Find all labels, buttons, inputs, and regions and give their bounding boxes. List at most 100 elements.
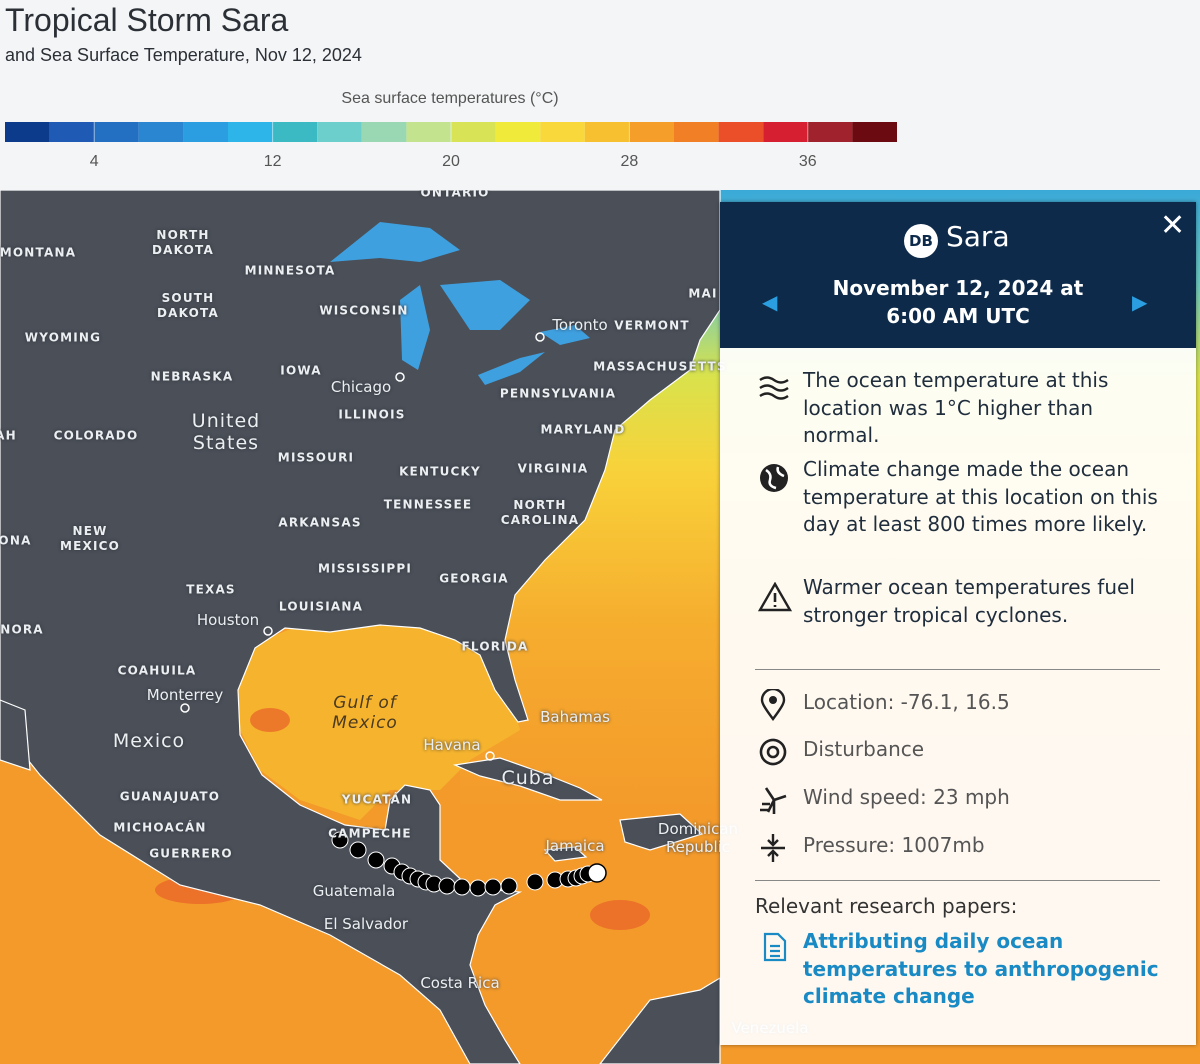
track-point xyxy=(331,831,349,849)
color-swatch xyxy=(852,122,897,142)
prev-button[interactable]: ◀ xyxy=(762,290,778,314)
map-label: COLORADO xyxy=(53,428,139,443)
storm-panel: DB Sara ◀ November 12, 2024 at 6:00 AM U… xyxy=(720,202,1196,1045)
map-label: El Salvador xyxy=(323,915,409,933)
map-label: Havana xyxy=(423,736,481,754)
map-label: VIRGINIA xyxy=(517,461,589,476)
map-label: MONTANA xyxy=(0,245,77,260)
map-label: MINNESOTA xyxy=(244,263,336,278)
tick-label: 20 xyxy=(442,153,460,170)
globe-icon xyxy=(760,464,788,492)
map-label: Houston xyxy=(196,611,260,629)
storm-name: Sara xyxy=(946,220,1010,253)
panel-header: DB Sara ◀ November 12, 2024 at 6:00 AM U… xyxy=(720,202,1196,348)
detail: Pressure: 1007mb xyxy=(803,833,985,857)
map-label: KENTUCKY xyxy=(399,464,481,479)
waves-icon xyxy=(759,376,789,400)
color-swatch xyxy=(763,122,808,142)
color-swatch xyxy=(495,122,541,142)
city-dot xyxy=(535,332,545,342)
city-dot xyxy=(180,703,190,713)
track-point xyxy=(438,877,456,895)
title: Tropical Storm Sara xyxy=(5,2,289,38)
map-label: MARYLAND xyxy=(540,422,626,437)
color-swatch xyxy=(674,122,719,142)
map-label: GUERRERO xyxy=(149,846,233,861)
track-point xyxy=(484,878,502,896)
tick-label: 28 xyxy=(621,153,639,170)
map-label: ONTARIO xyxy=(420,190,490,200)
tick-label: 12 xyxy=(264,153,282,170)
fact: The ocean temperature at this location w… xyxy=(803,368,1109,447)
map-label: CAMPECHE xyxy=(328,826,412,841)
map-label: COAHUILA xyxy=(117,663,197,678)
track-point-current xyxy=(587,863,607,883)
gulf xyxy=(235,620,520,820)
track-point xyxy=(453,878,471,896)
map-label: FLORIDA xyxy=(461,639,529,654)
map-label: IOWA xyxy=(280,363,322,378)
map-label: LOUISIANA xyxy=(278,599,364,614)
detail: Disturbance xyxy=(803,737,925,761)
detail: Location: -76.1, 16.5 xyxy=(803,690,1010,714)
map-label: ILLINOIS xyxy=(338,407,406,422)
map-label: ARKANSAS xyxy=(278,515,362,530)
map-label: YUCATÁN xyxy=(341,792,413,807)
map-label: SOUTH DAKOTA xyxy=(157,291,219,320)
map-label: Guatemala xyxy=(312,882,396,900)
map-label: NEW MEXICO xyxy=(59,524,121,553)
map-label: WYOMING xyxy=(24,330,102,345)
legend: Sea surface temperatures (°C) 4 12 20 28 36 xyxy=(5,90,897,170)
map-label: WISCONSIN xyxy=(319,303,409,318)
map-label: Bahamas xyxy=(540,708,610,726)
map-label: TENNESSEE xyxy=(383,497,473,512)
tick-label: 4 xyxy=(90,153,99,170)
map-label: MISSOURI xyxy=(277,450,355,465)
map-label: AH xyxy=(0,428,17,443)
track-point xyxy=(500,877,518,895)
map-label: NORTH DAKOTA xyxy=(152,228,214,257)
map-label: Gulf of Mexico xyxy=(332,693,398,733)
color-swatch xyxy=(317,122,362,142)
map-label: NEBRASKA xyxy=(150,369,234,384)
map-label: MASSACHUSETTS xyxy=(593,359,727,374)
track-point xyxy=(469,879,487,897)
color-swatch xyxy=(272,122,318,142)
badge: DB xyxy=(904,224,938,258)
map-label: Costa Rica xyxy=(420,974,500,992)
warning-icon xyxy=(758,582,792,612)
color-swatch xyxy=(807,122,853,142)
wind-icon xyxy=(760,787,787,814)
detail: Wind speed: 23 mph xyxy=(803,785,1010,809)
tick-label: 36 xyxy=(799,153,817,170)
color-swatch xyxy=(94,122,139,142)
date: November 12, 2024 at 6:00 AM UTC xyxy=(832,276,1084,328)
map-label: United States xyxy=(191,410,261,454)
map-label: NORA xyxy=(0,622,44,637)
color-swatch xyxy=(718,122,764,142)
map-label: GUANAJUATO xyxy=(119,789,221,804)
pin-icon xyxy=(760,689,786,721)
city-dot xyxy=(485,751,495,761)
fact: Warmer ocean temperatures fuel stronger … xyxy=(803,575,1135,627)
next-button[interactable]: ▶ xyxy=(1132,290,1148,314)
color-swatch xyxy=(406,122,451,142)
map-label: Mexico xyxy=(112,730,186,752)
close-button[interactable]: ✕ xyxy=(1160,208,1186,243)
map-label: GEORGIA xyxy=(439,571,509,586)
fact: Climate change made the ocean temperatur… xyxy=(803,457,1158,536)
map-label: VERMONT xyxy=(614,318,690,333)
colorbar: 4 12 20 28 36 xyxy=(5,122,897,170)
city-dot xyxy=(263,626,273,636)
map-label: Cuba xyxy=(501,767,555,789)
color-swatch xyxy=(540,122,585,142)
map-label: Jamaica xyxy=(545,837,605,855)
research-link[interactable]: Attributing daily ocean temperatures to … xyxy=(803,929,1159,1008)
legend-title: Sea surface temperatures (°C) xyxy=(341,90,558,107)
color-swatch xyxy=(49,122,95,142)
map-label: TEXAS xyxy=(186,582,236,597)
doc-icon xyxy=(763,932,787,962)
map-label: Dominican Republic xyxy=(657,820,739,856)
track-point xyxy=(349,841,367,859)
